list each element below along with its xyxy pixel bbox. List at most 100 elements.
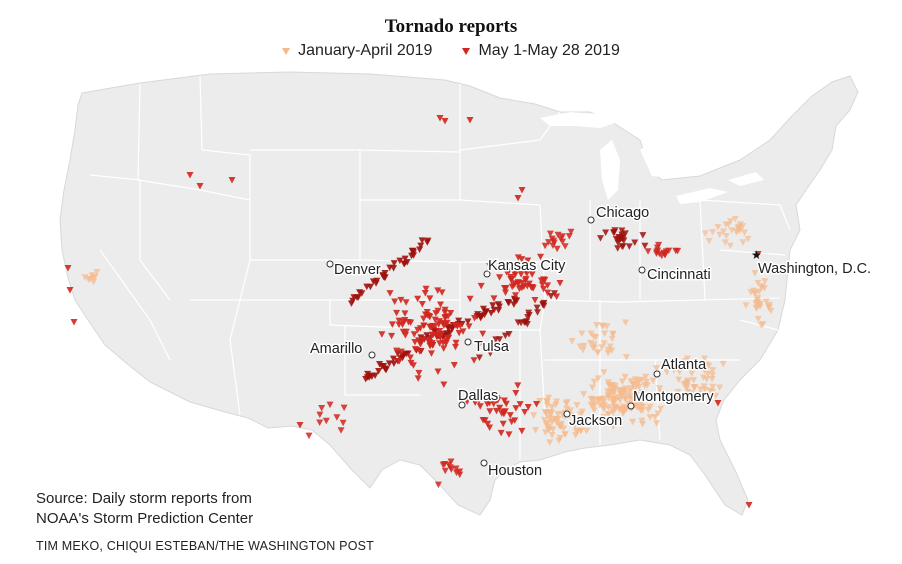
tornado-report-may xyxy=(714,400,722,407)
tornado-report-jan-apr xyxy=(721,239,729,246)
svg-text:Montgomery: Montgomery xyxy=(633,389,714,405)
svg-text:Jackson: Jackson xyxy=(569,413,622,429)
tornado-report-jan-apr xyxy=(758,283,766,290)
tornado-report-jan-apr xyxy=(754,279,762,287)
svg-text:Kansas City: Kansas City xyxy=(488,258,566,274)
tornado-report-may xyxy=(375,367,383,375)
tornado-report-may xyxy=(186,172,194,179)
tornado-report-may xyxy=(453,469,461,477)
tornado-report-may xyxy=(443,330,451,337)
tornado-report-may xyxy=(423,332,431,339)
tornado-report-may xyxy=(525,311,533,319)
tornado-report-may xyxy=(618,243,626,251)
tornado-report-jan-apr xyxy=(638,407,646,415)
tornado-report-jan-apr xyxy=(601,330,609,338)
tornado-report-may xyxy=(486,408,494,415)
tornado-report-jan-apr xyxy=(598,322,606,330)
tornado-report-may xyxy=(401,255,409,263)
tornado-report-may xyxy=(534,309,542,316)
tornado-report-may xyxy=(548,235,556,243)
tornado-report-may xyxy=(505,268,513,275)
tornado-report-jan-apr xyxy=(754,315,762,323)
tornado-report-jan-apr xyxy=(548,404,556,411)
tornado-report-may xyxy=(537,253,545,261)
tornado-report-may xyxy=(399,353,407,360)
tornado-report-may xyxy=(487,310,495,317)
tornado-report-may xyxy=(510,301,518,308)
tornado-report-may xyxy=(554,231,562,239)
tornado-report-jan-apr xyxy=(626,392,634,400)
tornado-report-jan-apr xyxy=(674,365,682,373)
tornado-report-may xyxy=(512,390,520,397)
tornado-report-may xyxy=(518,279,526,287)
tornado-report-may xyxy=(533,304,541,312)
tornado-report-may xyxy=(479,416,487,424)
legend-label-may: May 1-May 28 2019 xyxy=(478,42,620,59)
tornado-report-may xyxy=(745,502,753,509)
tornado-report-may xyxy=(545,239,553,246)
tornado-report-may xyxy=(471,314,479,322)
city-kansas-city: Kansas City xyxy=(483,257,568,278)
tornado-report-may xyxy=(433,331,441,339)
tornado-report-may xyxy=(436,301,444,309)
tornado-report-jan-apr xyxy=(629,396,637,403)
tornado-report-jan-apr xyxy=(588,396,596,403)
tornado-report-may xyxy=(397,348,405,356)
tornado-report-may xyxy=(529,285,537,292)
tornado-report-may xyxy=(442,340,450,347)
tornado-report-may xyxy=(533,400,541,408)
tornado-report-jan-apr xyxy=(731,216,739,223)
tornado-report-may xyxy=(655,241,663,249)
tornado-report-may xyxy=(414,326,422,334)
tornado-report-jan-apr xyxy=(638,376,646,384)
tornado-report-may xyxy=(496,404,504,412)
tornado-report-jan-apr xyxy=(573,402,581,409)
tornado-report-jan-apr xyxy=(542,410,550,418)
svg-text:Denver: Denver xyxy=(334,262,381,278)
tornado-report-jan-apr xyxy=(652,365,660,372)
tornado-report-may xyxy=(414,375,422,382)
tornado-report-jan-apr xyxy=(705,394,713,401)
credit-line: TIM MEKO, CHIQUI ESTEBAN/THE WASHINGTON … xyxy=(36,539,374,553)
tornado-report-jan-apr xyxy=(609,330,617,338)
tornado-report-may xyxy=(444,335,452,342)
tornado-report-may xyxy=(508,276,516,283)
tornado-report-jan-apr xyxy=(646,414,654,421)
tornado-report-jan-apr xyxy=(727,218,735,225)
tornado-report-may xyxy=(476,403,484,410)
tornado-report-may xyxy=(426,295,434,302)
tornado-report-may xyxy=(508,418,516,426)
tornado-report-jan-apr xyxy=(708,371,716,379)
tornado-report-jan-apr xyxy=(546,439,554,446)
tornado-report-jan-apr xyxy=(621,385,629,393)
tornado-report-may xyxy=(540,276,548,283)
state-borders xyxy=(89,75,791,460)
tornado-report-jan-apr xyxy=(732,228,740,236)
tornado-report-jan-apr xyxy=(617,389,625,397)
tornado-report-jan-apr xyxy=(631,376,639,383)
tornado-report-may xyxy=(510,295,518,303)
tornado-report-may xyxy=(486,350,494,357)
tornado-report-jan-apr xyxy=(619,410,627,417)
tornado-report-may xyxy=(641,242,649,250)
tornado-report-may xyxy=(316,411,324,419)
tornado-report-jan-apr xyxy=(568,338,576,345)
tornado-report-jan-apr xyxy=(593,322,601,329)
map-title: Tornado reports xyxy=(384,16,518,37)
tornado-report-jan-apr xyxy=(705,362,713,370)
tornado-report-may xyxy=(452,465,460,473)
tornado-report-jan-apr xyxy=(639,421,647,428)
tornado-report-may xyxy=(470,357,478,364)
tornado-report-may xyxy=(305,432,313,440)
tornado-report-jan-apr xyxy=(545,425,553,433)
tornado-report-may xyxy=(484,420,492,428)
may-markers xyxy=(64,115,762,509)
tornado-report-may xyxy=(393,347,401,355)
tornado-report-may xyxy=(490,295,498,302)
tornado-report-may xyxy=(505,431,513,438)
tornado-report-jan-apr xyxy=(600,405,608,413)
tornado-report-jan-apr xyxy=(757,322,765,329)
tornado-report-may xyxy=(523,318,531,325)
tornado-report-jan-apr xyxy=(563,405,571,413)
tornado-report-jan-apr xyxy=(589,344,597,352)
